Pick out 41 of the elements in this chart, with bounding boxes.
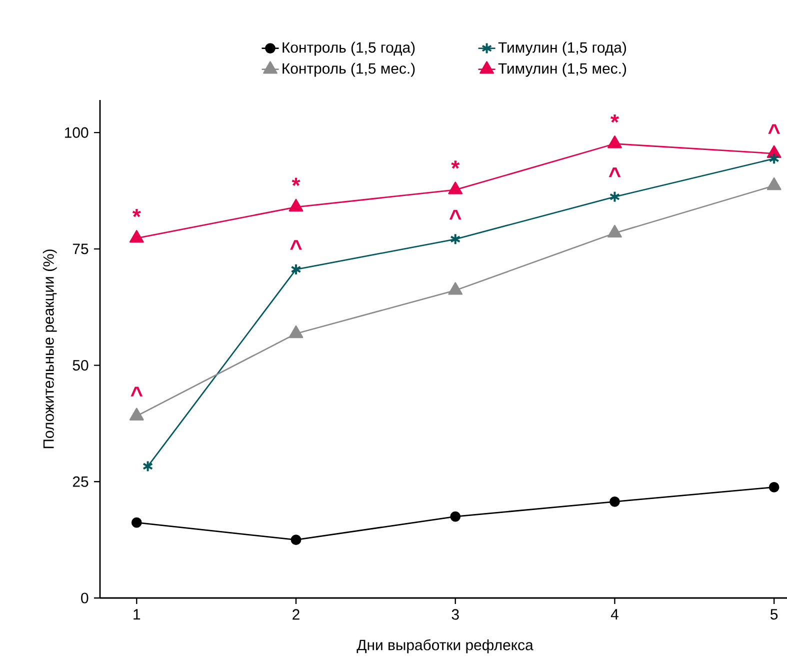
annotation: *	[610, 114, 619, 123]
point	[288, 325, 304, 338]
y-axis-title: Положительные реакции (%)	[42, 250, 57, 448]
point	[290, 534, 302, 546]
legend-label: Контроль (1,5 года)	[282, 42, 415, 56]
point	[608, 136, 622, 148]
point	[448, 282, 463, 295]
y-tick-label: 50	[72, 360, 88, 371]
annotation: ^	[130, 386, 143, 396]
point	[129, 230, 144, 243]
x-tick-label: 5	[770, 609, 778, 620]
point	[610, 496, 620, 507]
annotation: *	[292, 178, 300, 186]
legend-label: Тимулин (1,5 мес.)	[498, 62, 626, 77]
y-tick-label: 25	[72, 476, 88, 487]
y-tick-label: 0	[81, 592, 88, 604]
x-tick-label: 1	[134, 609, 140, 620]
x-tick-label: 3	[452, 609, 459, 620]
point	[450, 511, 461, 522]
point	[288, 198, 304, 212]
y-tick-label: 75	[72, 244, 88, 254]
point	[608, 224, 622, 238]
x-tick-label: 4	[610, 609, 618, 620]
legend-label: Контроль (1,5 мес.)	[282, 62, 415, 77]
annotation: ^	[768, 124, 780, 134]
annotation: *	[132, 208, 141, 218]
x-axis-title: Дни выработки рефлекса	[356, 639, 534, 654]
point	[766, 177, 782, 190]
annotation: ^	[608, 168, 621, 178]
point	[129, 408, 144, 420]
point	[768, 482, 780, 492]
annotation: *	[451, 160, 460, 169]
y-tick-label: 100	[65, 127, 88, 138]
point	[290, 263, 302, 276]
annotation: ^	[290, 240, 302, 250]
annotation: ^	[449, 210, 462, 220]
x-tick-label: 2	[292, 609, 300, 620]
point	[131, 517, 142, 528]
point	[142, 460, 154, 472]
point	[448, 182, 463, 194]
legend-label: Тимулин (1,5 года)	[498, 42, 626, 56]
